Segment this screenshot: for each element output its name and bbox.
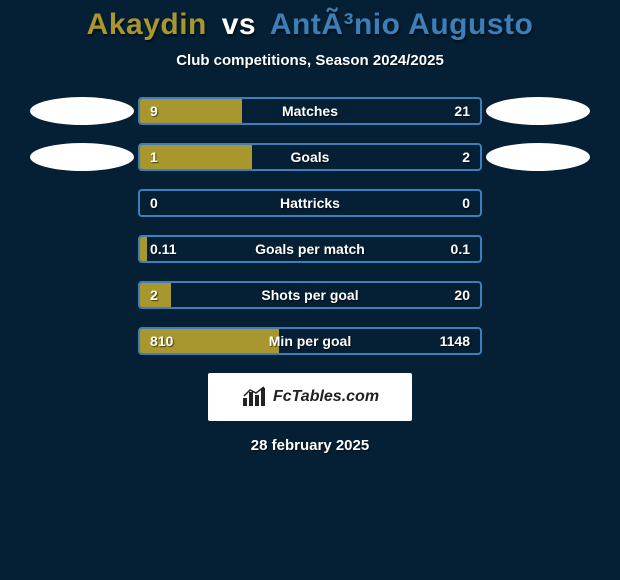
stat-right-value: 0.1 xyxy=(451,241,470,257)
subtitle: Club competitions, Season 2024/2025 xyxy=(0,52,620,69)
stat-label: Goals xyxy=(140,149,480,165)
stat-label: Min per goal xyxy=(140,333,480,349)
right-ellipse-slot xyxy=(482,143,594,171)
title-player2: AntÃ³nio Augusto xyxy=(270,8,533,41)
stat-label: Goals per match xyxy=(140,241,480,257)
barchart-icon xyxy=(241,386,267,408)
stat-label: Shots per goal xyxy=(140,287,480,303)
page-title: Akaydin vs AntÃ³nio Augusto xyxy=(0,0,620,42)
stat-right-value: 2 xyxy=(462,149,470,165)
right-ellipse-slot xyxy=(482,97,594,125)
stat-label: Hattricks xyxy=(140,195,480,211)
stat-row: 0Hattricks0 xyxy=(0,189,620,217)
title-vs: vs xyxy=(222,8,256,41)
comparison-rows: 9Matches21 1Goals2 0Hattricks0 0.11Goals pe… xyxy=(0,97,620,355)
brand-box: FcTables.com xyxy=(208,373,412,421)
left-ellipse-slot xyxy=(26,97,138,125)
stat-right-value: 21 xyxy=(454,103,470,119)
stat-label: Matches xyxy=(140,103,480,119)
stat-row: 1Goals2 xyxy=(0,143,620,171)
stat-bar: 0.11Goals per match0.1 xyxy=(138,235,482,263)
brand-text: FcTables.com xyxy=(273,388,379,406)
stat-right-value: 1148 xyxy=(440,333,470,349)
title-player1: Akaydin xyxy=(87,8,207,41)
stat-row: 0.11Goals per match0.1 xyxy=(0,235,620,263)
stat-bar: 810Min per goal1148 xyxy=(138,327,482,355)
footer-date: 28 february 2025 xyxy=(0,437,620,454)
player1-ellipse xyxy=(30,97,134,125)
left-ellipse-slot xyxy=(26,143,138,171)
stat-bar: 2Shots per goal20 xyxy=(138,281,482,309)
player1-ellipse xyxy=(30,143,134,171)
stat-right-value: 20 xyxy=(454,287,470,303)
stat-bar: 1Goals2 xyxy=(138,143,482,171)
stat-row: 810Min per goal1148 xyxy=(0,327,620,355)
stat-row: 9Matches21 xyxy=(0,97,620,125)
player2-ellipse xyxy=(486,97,590,125)
stat-bar: 9Matches21 xyxy=(138,97,482,125)
player2-ellipse xyxy=(486,143,590,171)
stat-right-value: 0 xyxy=(462,195,470,211)
stat-row: 2Shots per goal20 xyxy=(0,281,620,309)
stat-bar: 0Hattricks0 xyxy=(138,189,482,217)
